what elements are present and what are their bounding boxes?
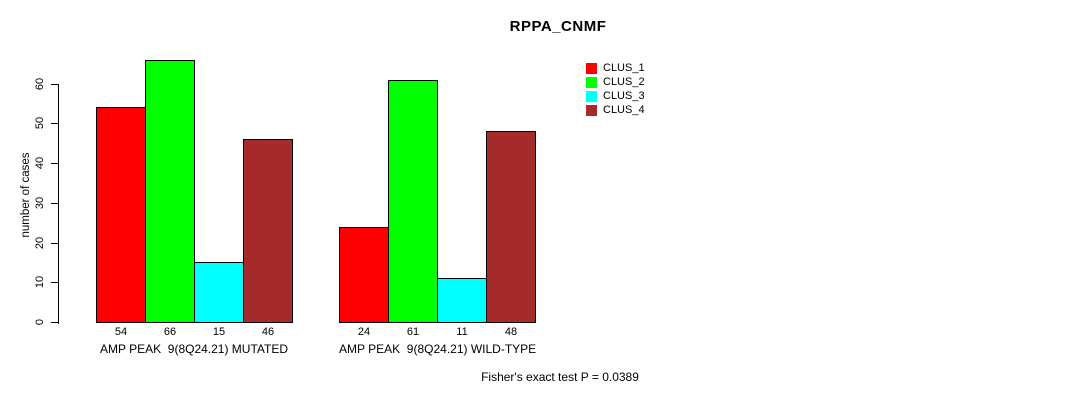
y-tick-label: 40 — [34, 156, 46, 170]
bar-clus_3-group1 — [194, 262, 244, 323]
legend-swatch-clus_4 — [586, 105, 597, 116]
bar-clus_2-group2 — [388, 80, 438, 323]
legend-label-clus_4: CLUS_4 — [603, 104, 645, 116]
bar-clus_3-group2 — [437, 278, 487, 323]
y-tick-label: 10 — [34, 275, 46, 289]
y-tick-label: 30 — [34, 196, 46, 210]
bar-clus_2-group1 — [145, 60, 195, 323]
y-axis-label: number of cases — [20, 152, 32, 238]
legend-label-clus_3: CLUS_3 — [603, 90, 645, 102]
bar-value-label: 15 — [212, 326, 226, 338]
y-tick — [51, 163, 58, 164]
bar-value-label: 46 — [261, 326, 275, 338]
bar-value-label: 66 — [163, 326, 177, 338]
y-tick — [51, 282, 58, 283]
legend-label-clus_1: CLUS_1 — [603, 62, 645, 74]
bar-value-label: 24 — [357, 326, 371, 338]
stat-annotation: Fisher's exact test P = 0.0389 — [481, 370, 639, 384]
y-tick-label: 60 — [34, 77, 46, 91]
bar-value-label: 48 — [504, 326, 518, 338]
y-tick — [51, 243, 58, 244]
y-tick — [51, 322, 58, 323]
y-tick-label: 50 — [34, 116, 46, 130]
bar-value-label: 11 — [456, 326, 468, 338]
bar-clus_1-group1 — [96, 107, 146, 323]
y-tick — [51, 123, 58, 124]
bar-value-label: 61 — [406, 326, 420, 338]
legend-label-clus_2: CLUS_2 — [603, 76, 645, 88]
y-tick — [51, 203, 58, 204]
y-axis-line — [58, 84, 59, 324]
legend-swatch-clus_1 — [586, 63, 597, 74]
y-tick-label: 0 — [34, 318, 46, 326]
y-tick-label: 20 — [34, 236, 46, 250]
y-tick — [51, 84, 58, 85]
bar-value-label: 54 — [114, 326, 128, 338]
x-category-label: AMP PEAK 9(8Q24.21) MUTATED — [99, 342, 289, 356]
x-category-label: AMP PEAK 9(8Q24.21) WILD-TYPE — [339, 342, 537, 356]
legend-swatch-clus_2 — [586, 77, 597, 88]
legend-swatch-clus_3 — [586, 91, 597, 102]
bar-clus_4-group1 — [243, 139, 293, 323]
chart-title: RPPA_CNMF — [509, 18, 607, 35]
bar-clus_4-group2 — [486, 131, 536, 323]
bar-clus_1-group2 — [339, 227, 389, 323]
